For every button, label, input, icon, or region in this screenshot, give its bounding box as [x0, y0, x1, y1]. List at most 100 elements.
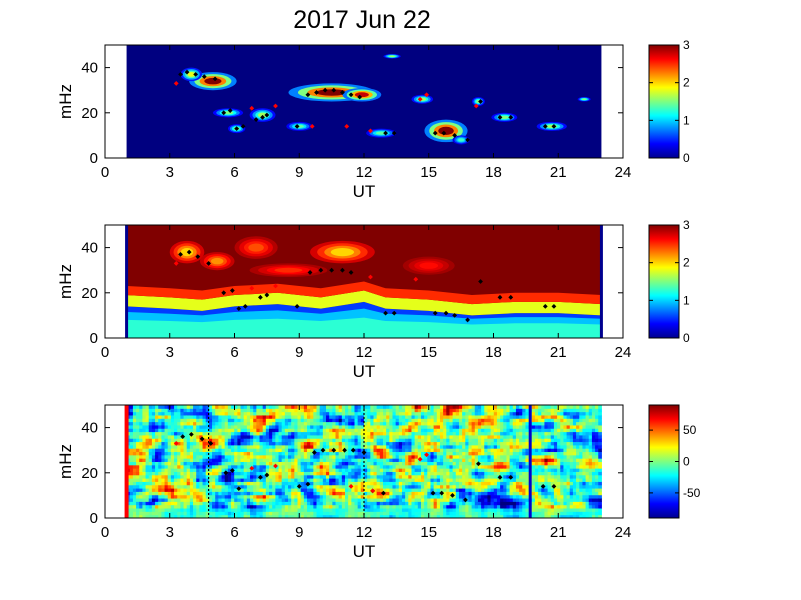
heatmap-cell	[253, 458, 257, 462]
heatmap-cell	[139, 421, 143, 426]
heatmap-cell	[326, 498, 330, 502]
heatmap-cell	[547, 481, 552, 486]
heatmap-cell	[212, 421, 216, 426]
heatmap-cell	[417, 504, 422, 509]
heatmap-cell	[186, 504, 191, 509]
heatmap-cell	[503, 424, 507, 429]
heatmap-cell	[560, 491, 564, 496]
heatmap-cell	[395, 511, 400, 516]
heatmap-cell	[392, 491, 397, 496]
heatmap-cell	[294, 491, 299, 496]
heatmap-cell	[541, 474, 545, 479]
heatmap-cell	[300, 508, 305, 512]
heatmap-cell	[538, 478, 542, 482]
heatmap-cell	[313, 488, 318, 492]
heatmap-cell	[227, 494, 232, 499]
heatmap-cell	[180, 471, 185, 476]
heatmap-cell	[284, 411, 289, 416]
heatmap-cell	[272, 478, 276, 482]
heatmap-cell	[443, 421, 447, 426]
heatmap-cell	[212, 498, 216, 502]
heatmap-cell	[155, 484, 159, 489]
heatmap-cell	[405, 504, 409, 509]
heatmap-cell	[291, 468, 295, 472]
heatmap-cell	[136, 504, 140, 509]
marker-red	[173, 81, 179, 86]
heatmap-cell	[256, 418, 261, 423]
heatmap-cell	[212, 444, 216, 449]
heatmap-cell	[193, 428, 197, 433]
heatmap-cell	[417, 408, 422, 413]
heatmap-cell	[420, 501, 425, 506]
heatmap-cell	[196, 468, 200, 472]
heatmap-cell	[474, 484, 479, 489]
heatmap-cell	[199, 405, 204, 409]
heatmap-cell	[490, 454, 495, 459]
heatmap-cell	[560, 431, 564, 436]
heatmap-cell	[351, 488, 356, 492]
heatmap-cell	[376, 494, 381, 499]
heatmap-cell	[544, 481, 549, 486]
heatmap-cell	[427, 434, 431, 439]
heatmap-cell	[427, 501, 431, 506]
heatmap-cell	[417, 414, 422, 419]
heatmap-blob	[419, 262, 439, 269]
heatmap-cell	[534, 458, 539, 462]
heatmap-cell	[272, 501, 276, 506]
heatmap-cell	[253, 484, 257, 489]
heatmap-cell	[256, 468, 261, 472]
heatmap-cell	[452, 418, 457, 423]
heatmap-cell	[313, 461, 318, 466]
heatmap-cell	[379, 458, 384, 462]
heatmap-cell	[151, 448, 156, 453]
heatmap-cell	[563, 481, 568, 486]
heatmap-cell	[205, 464, 210, 469]
heatmap-cell	[167, 461, 172, 466]
heatmap-cell	[319, 484, 324, 489]
heatmap-cell	[392, 431, 397, 436]
heatmap-cell	[199, 514, 204, 519]
heatmap-cell	[136, 484, 140, 489]
heatmap-cell	[420, 514, 425, 519]
heatmap-cell	[534, 488, 539, 492]
heatmap-cell	[398, 438, 403, 443]
heatmap-cell	[227, 504, 232, 509]
heatmap-cell	[227, 414, 232, 419]
heatmap-cell	[531, 494, 536, 499]
heatmap-cell	[284, 454, 289, 459]
heatmap-cell	[275, 468, 280, 472]
heatmap-cell	[303, 431, 308, 436]
heatmap-cell	[468, 458, 473, 462]
heatmap-cell	[183, 424, 188, 429]
heatmap-cell	[395, 434, 400, 439]
heatmap-cell	[151, 468, 156, 472]
heatmap-cell	[202, 405, 207, 409]
heatmap-cell	[193, 448, 197, 453]
heatmap-cell	[313, 491, 318, 496]
heatmap-cell	[427, 428, 431, 433]
heatmap-cell	[506, 411, 511, 416]
heatmap-cell	[449, 474, 454, 479]
heatmap-cell	[443, 411, 447, 416]
heatmap-cell	[515, 421, 520, 426]
heatmap-cell	[281, 478, 286, 482]
heatmap-cell	[367, 511, 371, 516]
heatmap-cell	[414, 458, 419, 462]
heatmap-cell	[471, 448, 476, 453]
heatmap-cell	[250, 408, 254, 413]
heatmap-cell	[313, 481, 318, 486]
heatmap-cell	[310, 438, 314, 443]
heatmap-cell	[487, 418, 492, 423]
heatmap-cell	[401, 454, 406, 459]
heatmap-cell	[449, 484, 454, 489]
heatmap-cell	[357, 405, 362, 409]
heatmap-cell	[351, 434, 356, 439]
heatmap-cell	[392, 448, 397, 453]
heatmap-cell	[427, 498, 431, 502]
heatmap-cell	[313, 424, 318, 429]
heatmap-cell	[493, 508, 498, 512]
heatmap-cell	[132, 418, 137, 423]
heatmap-cell	[136, 434, 140, 439]
heatmap-cell	[433, 494, 438, 499]
heatmap-cell	[193, 405, 197, 409]
